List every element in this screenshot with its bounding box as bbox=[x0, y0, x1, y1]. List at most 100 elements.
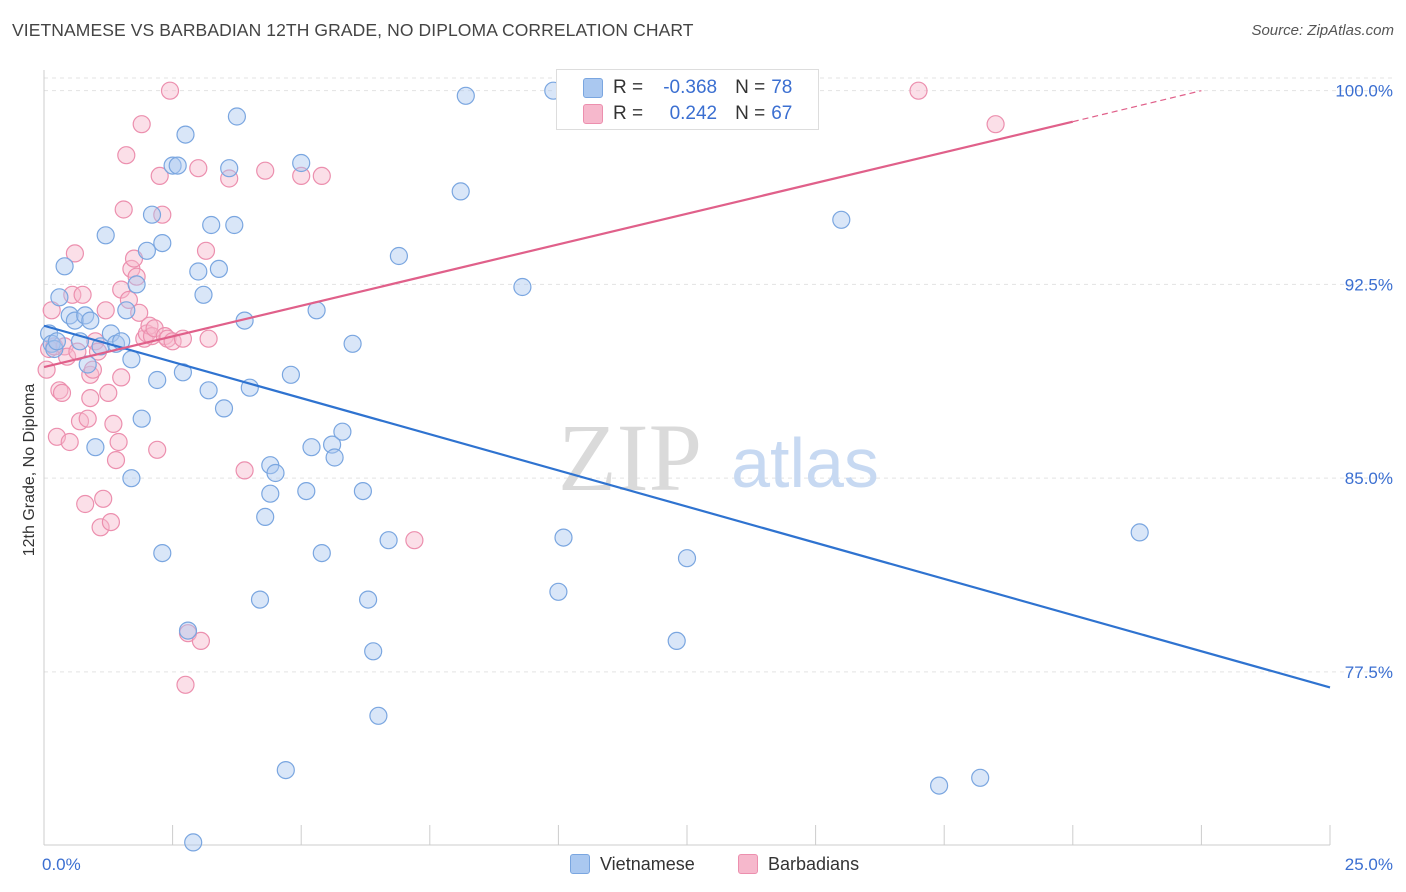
vietnamese-point bbox=[47, 332, 67, 351]
barbadian-point bbox=[104, 414, 123, 433]
vietnamese-point bbox=[184, 833, 203, 852]
vietnamese-point bbox=[266, 463, 285, 483]
vietnamese-point bbox=[50, 288, 69, 307]
vietnamese-swatch bbox=[583, 78, 603, 98]
vietnamese-point bbox=[554, 528, 573, 547]
vietnamese-point bbox=[122, 469, 141, 488]
barbadian-points bbox=[37, 81, 1005, 694]
bottom-legend-vietnamese[interactable]: Vietnamese bbox=[570, 852, 695, 876]
vietnamese-point bbox=[117, 301, 136, 320]
vietnamese-point bbox=[549, 582, 568, 601]
y-tick-label: 92.5% bbox=[1345, 275, 1393, 294]
vietnamese-point bbox=[96, 226, 115, 245]
vietnamese-point bbox=[364, 642, 383, 661]
vietnamese-point bbox=[148, 370, 167, 390]
trend-lines bbox=[43, 90, 1331, 689]
vietnamese-trend-line bbox=[43, 324, 1331, 689]
vietnamese-point bbox=[55, 257, 74, 276]
barbadian-point bbox=[112, 368, 131, 387]
vietnamese-point bbox=[220, 159, 239, 178]
legend-row-barbadians: R = 0.242 N = 67 bbox=[583, 102, 792, 126]
vietnamese-point bbox=[333, 422, 352, 441]
barbadian-point bbox=[76, 494, 95, 514]
barbadian-point bbox=[312, 166, 331, 185]
barbadian-point bbox=[81, 389, 100, 408]
barbadian-point bbox=[101, 512, 121, 532]
barbadian-point bbox=[109, 432, 128, 452]
correlation-legend: R = -0.368 N = 78 R = 0.242 N = 67 bbox=[556, 69, 819, 130]
barbadian-point bbox=[127, 267, 146, 286]
legend-r-label: R = bbox=[613, 77, 644, 98]
vietnamese-point bbox=[153, 234, 172, 253]
barbadian-point bbox=[292, 166, 311, 185]
barbadian-point bbox=[117, 146, 136, 165]
barbadian-point bbox=[96, 301, 115, 320]
vietnamese-point bbox=[832, 210, 851, 229]
y-axis-label: 12th Grade, No Diploma bbox=[21, 383, 38, 557]
vietnamese-point bbox=[325, 448, 344, 467]
tick-labels: 77.5% 85.0% 92.5% 100.0% 0.0% 25.0% bbox=[42, 82, 1393, 874]
barbadian-point bbox=[160, 81, 180, 100]
vietnamese-point bbox=[168, 156, 187, 175]
watermark-atlas: atlas bbox=[731, 424, 879, 502]
vietnamese-point bbox=[297, 482, 316, 501]
vietnamese-point bbox=[209, 259, 228, 278]
barbadian-point bbox=[405, 531, 424, 550]
barbadian-trend-line bbox=[43, 120, 1074, 369]
vietnamese-point bbox=[343, 334, 362, 353]
barbadian-point bbox=[256, 161, 275, 180]
barbadian-point bbox=[189, 159, 208, 178]
vietnamese-point bbox=[225, 215, 244, 235]
barbadian-point bbox=[37, 360, 56, 379]
legend-n-value: 78 bbox=[771, 77, 793, 98]
vietnamese-point bbox=[189, 262, 208, 281]
vietnamese-point bbox=[132, 409, 151, 428]
vietnamese-point bbox=[929, 776, 949, 795]
vietnamese-point bbox=[312, 543, 331, 563]
barbadian-point bbox=[220, 169, 239, 188]
vietnamese-point bbox=[86, 438, 105, 457]
vietnamese-point bbox=[276, 760, 295, 780]
barbadian-point bbox=[909, 81, 928, 100]
barbadian-point bbox=[81, 365, 100, 384]
legend-n-label: N = bbox=[735, 103, 766, 124]
y-tick-label: 100.0% bbox=[1335, 82, 1393, 101]
barbadian-point bbox=[119, 290, 138, 309]
vietnamese-point bbox=[667, 631, 686, 651]
gridlines bbox=[44, 77, 1395, 673]
barbadian-trend-extension bbox=[1072, 90, 1202, 123]
barbadian-point bbox=[199, 329, 218, 348]
vietnamese-point bbox=[81, 311, 100, 330]
vietnamese-point bbox=[176, 125, 195, 144]
x-tick-label: 25.0% bbox=[1345, 855, 1393, 874]
barbadian-point bbox=[176, 675, 195, 694]
barbadian-point bbox=[65, 244, 85, 263]
vietnamese-point bbox=[199, 381, 218, 400]
vietnamese-point bbox=[227, 107, 246, 126]
legend-n-label: N = bbox=[735, 77, 766, 98]
y-tick-label: 85.0% bbox=[1345, 469, 1393, 488]
vietnamese-point bbox=[142, 205, 162, 224]
vietnamese-point bbox=[122, 350, 141, 369]
barbadian-point bbox=[83, 360, 103, 379]
vietnamese-point bbox=[379, 531, 398, 550]
vietnamese-point bbox=[513, 277, 532, 297]
chart-title: VIETNAMESE VS BARBADIAN 12TH GRADE, NO D… bbox=[12, 20, 694, 40]
barbadian-point bbox=[78, 409, 97, 428]
legend-r-value: 0.242 bbox=[669, 103, 718, 124]
vietnamese-point bbox=[971, 768, 990, 787]
bottom-legend-barbadians[interactable]: Barbadians bbox=[738, 852, 859, 876]
vietnamese-point bbox=[292, 153, 311, 173]
barbadian-point bbox=[91, 518, 110, 537]
legend-row-vietnamese: R = -0.368 N = 78 bbox=[583, 76, 792, 100]
source-credit: Source: ZipAtlas.com bbox=[1251, 22, 1394, 39]
legend-n-value: 67 bbox=[771, 103, 793, 124]
barbadian-point bbox=[99, 383, 118, 402]
vietnamese-point bbox=[302, 438, 321, 457]
y-tick-label: 77.5% bbox=[1345, 663, 1393, 682]
barbadian-point bbox=[94, 489, 113, 508]
barbadian-point bbox=[986, 115, 1005, 134]
vietnamese-point bbox=[359, 590, 378, 609]
vietnamese-point bbox=[353, 482, 372, 501]
